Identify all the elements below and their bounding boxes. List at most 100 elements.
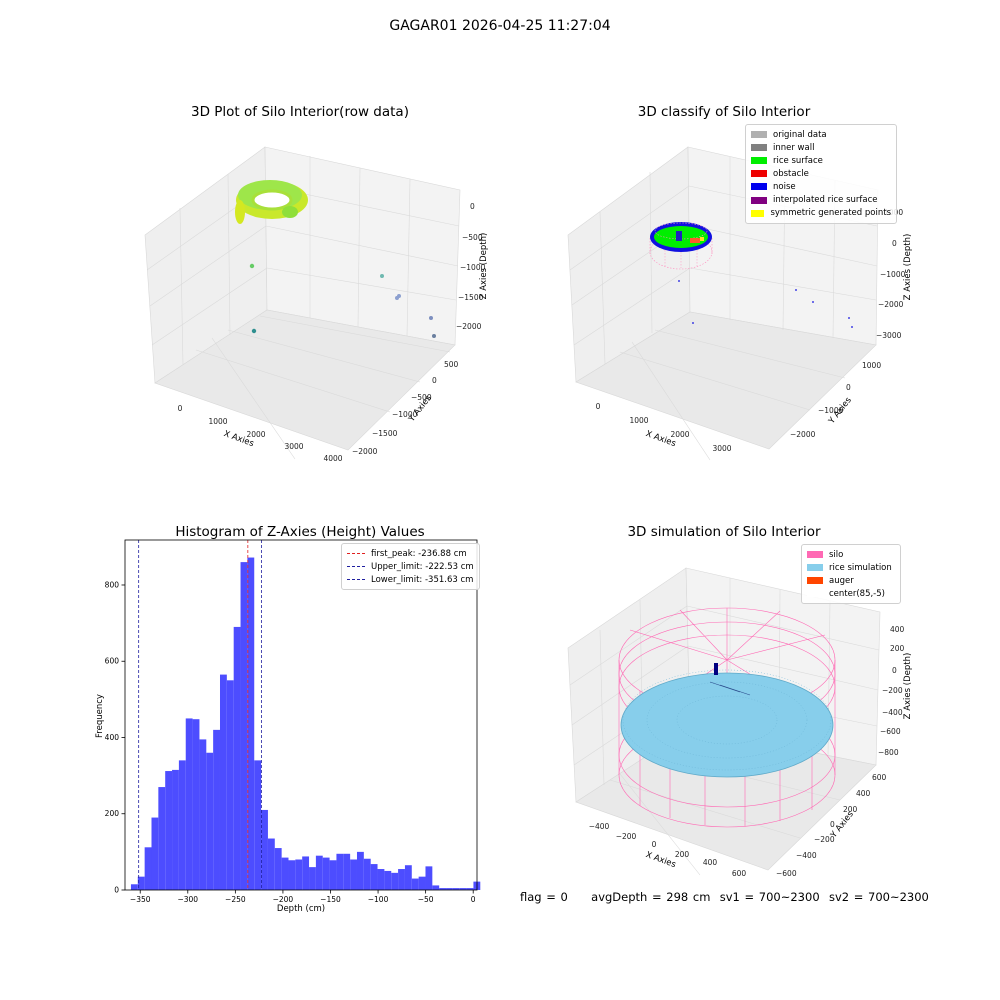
raw-x-tick: 2000 [246, 430, 265, 439]
histogram-y-tick-label: 200 [105, 809, 120, 818]
histogram-bar [370, 864, 378, 890]
simulation-legend: silo rice simulation auger center(85,-5) [801, 544, 901, 605]
legend-item: rice surface [751, 154, 891, 167]
histogram-x-tick-label: 0 [471, 895, 476, 904]
histogram-bar [199, 739, 207, 890]
legend-item: auger [807, 574, 895, 587]
legend-label: auger [829, 575, 854, 586]
legend-swatch [751, 209, 765, 217]
histogram-bar [172, 769, 179, 890]
legend-label: rice surface [773, 155, 823, 166]
classify-x-tick: 0 [596, 402, 601, 411]
histogram-y-tick-label: 0 [114, 886, 119, 895]
histogram-bar [459, 888, 467, 890]
histogram-x-label: Depth (cm) [277, 904, 325, 914]
histogram-bar [398, 869, 405, 890]
sim-y-tick: −200 [814, 835, 835, 844]
histogram-x-tick-label: −50 [418, 895, 434, 904]
legend-item: silo [807, 548, 895, 561]
histogram-bar [309, 867, 316, 890]
histogram-bar [350, 859, 357, 890]
sim-z-tick: 0 [892, 666, 897, 675]
classify-y-tick: 0 [846, 383, 851, 392]
legend-item: Lower_limit: -351.63 cm [347, 573, 474, 586]
histogram-bar [226, 680, 234, 890]
histogram-bar [432, 885, 440, 890]
histogram-title: Histogram of Z-Axies (Height) Values [175, 524, 425, 540]
histogram-legend: first_peak: -236.88 cm Upper_limit: -222… [341, 543, 480, 591]
sim-z-tick: −600 [880, 727, 901, 736]
histogram-bar [151, 817, 159, 890]
classify-z-tick: 0 [892, 239, 897, 248]
sim-z-tick: −200 [882, 686, 903, 695]
classify-3d-axes-panes [567, 146, 879, 461]
legend-swatch [807, 577, 823, 585]
legend-label: inner wall [773, 142, 815, 153]
histogram-bar [384, 870, 392, 890]
classify-z-label: Z Axies (Depth) [903, 234, 913, 301]
histogram-frame [124, 539, 478, 891]
legend-line [347, 553, 365, 555]
classify-y-tick: 1000 [862, 361, 881, 370]
histogram-bar [137, 876, 145, 890]
classify-y-tick: −1000 [818, 406, 844, 415]
histogram-bar [411, 878, 419, 890]
histogram-bar [185, 718, 193, 890]
raw-x-tick: 1000 [208, 417, 227, 426]
sim-y-tick: −600 [776, 869, 797, 878]
histogram-bar [206, 752, 214, 890]
panel-title-simulation: 3D simulation of Silo Interior [627, 524, 821, 540]
legend-swatch [751, 170, 767, 178]
histogram-bar [302, 856, 310, 890]
raw-y-tick: −1000 [392, 410, 418, 419]
legend-item: interpolated rice surface [751, 193, 891, 206]
histogram-y-tick-label: 800 [105, 580, 120, 589]
legend-label: symmetric generated points [770, 208, 891, 219]
histogram-x-tick-label: −350 [130, 895, 151, 904]
histogram-bar [192, 719, 200, 890]
sim-y-tick: −400 [796, 851, 817, 860]
histogram-bar [274, 848, 282, 890]
legend-label: original data [773, 129, 827, 140]
footer-stats: flag = 0 avgDepth = 298 cm sv1 = 700~230… [520, 890, 929, 904]
histogram-bar [295, 859, 303, 890]
legend-label: first_peak: -236.88 cm [371, 548, 467, 559]
histogram-bar [377, 869, 385, 890]
raw-z-label: Z Axies (Depth) [479, 233, 489, 300]
histogram-y-tick-label: 600 [105, 657, 120, 666]
legend-swatch [751, 131, 767, 139]
sv1-value: sv1 = 700~2300 [719, 890, 820, 904]
histogram-bar [336, 853, 344, 890]
raw-3d-ticks: 0 1000 2000 3000 4000 500 0 −500 −1000 −… [178, 202, 486, 463]
legend-label: interpolated rice surface [773, 195, 878, 206]
histogram-y-ticks: 0 200 400 600 800 [105, 580, 125, 895]
histogram-bar [219, 674, 227, 890]
sim-y-tick: 600 [872, 773, 887, 782]
raw-z-tick: −500 [462, 233, 483, 242]
sim-x-tick: 0 [652, 840, 657, 849]
histogram-bar [322, 857, 330, 890]
histogram-bar [130, 884, 138, 890]
sim-z-tick: 200 [890, 644, 905, 653]
histogram-bar [418, 876, 426, 890]
legend-item: symmetric generated points [751, 207, 891, 220]
sim-y-tick: 400 [856, 789, 871, 798]
legend-label: noise [773, 181, 796, 192]
simulation-3d-plot: −400 −200 0 200 400 600 600 400 200 0 −2… [567, 567, 913, 878]
histogram-bar [439, 888, 447, 890]
sim-x-label: X Axies [644, 850, 677, 870]
legend-swatch [807, 564, 823, 572]
sim-z-tick: 400 [890, 625, 905, 634]
legend-label: obstacle [773, 168, 809, 179]
legend-swatch [751, 157, 767, 165]
histogram-x-tick-label: −100 [368, 895, 389, 904]
legend-swatch [807, 551, 823, 559]
histogram-bar [391, 872, 399, 890]
legend-swatch [751, 144, 767, 152]
histogram-bar [315, 855, 323, 890]
sv2-value: sv2 = 700~2300 [828, 890, 929, 904]
raw-y-tick: 0 [432, 376, 437, 385]
histogram-bar [343, 853, 351, 890]
histogram-bar [281, 857, 289, 890]
panel-title-classify: 3D classify of Silo Interior [637, 104, 811, 120]
